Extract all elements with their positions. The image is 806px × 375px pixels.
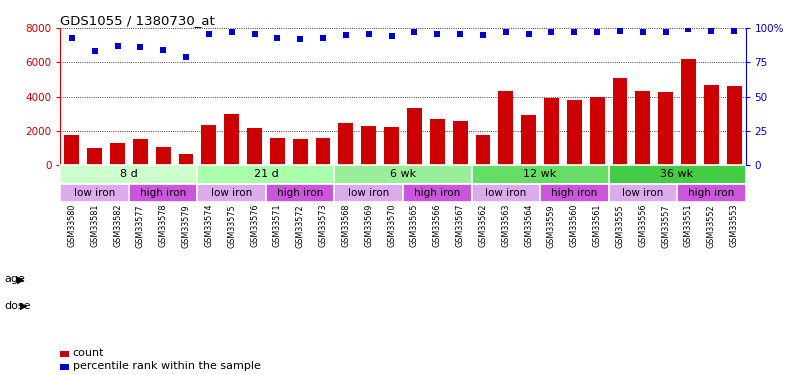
Text: count: count — [73, 348, 104, 358]
Bar — [453, 121, 467, 165]
Text: 6 wk: 6 wk — [390, 170, 416, 180]
Bar — [60, 184, 129, 203]
Point — [202, 31, 215, 37]
Bar — [224, 114, 239, 165]
Bar — [64, 135, 79, 165]
Bar — [609, 165, 746, 184]
Point — [591, 29, 604, 35]
Bar — [727, 86, 742, 165]
Bar — [613, 78, 627, 165]
Bar — [361, 126, 376, 165]
Point — [156, 47, 169, 53]
Bar — [87, 148, 102, 165]
Bar — [197, 165, 334, 184]
Text: 36 wk: 36 wk — [660, 170, 694, 180]
Bar — [677, 184, 746, 203]
Point — [454, 31, 467, 37]
Point — [111, 43, 124, 49]
Point — [682, 27, 695, 33]
Text: high iron: high iron — [551, 188, 597, 198]
Bar — [334, 184, 403, 203]
Text: 21 d: 21 d — [254, 170, 278, 180]
Text: low iron: low iron — [622, 188, 663, 198]
Point — [363, 31, 376, 37]
Point — [499, 29, 513, 35]
Point — [545, 29, 558, 35]
Bar — [384, 128, 399, 165]
Point — [88, 48, 101, 54]
Bar — [110, 143, 125, 165]
Bar — [179, 154, 193, 165]
Point — [637, 29, 650, 35]
Bar — [293, 139, 308, 165]
Bar — [403, 184, 472, 203]
Bar — [567, 100, 582, 165]
Point — [65, 35, 78, 41]
Text: dose: dose — [4, 301, 31, 310]
Text: 12 wk: 12 wk — [523, 170, 557, 180]
Text: percentile rank within the sample: percentile rank within the sample — [73, 362, 260, 371]
Bar — [270, 138, 285, 165]
Point — [385, 33, 398, 39]
Point — [728, 28, 741, 34]
Point — [522, 31, 535, 37]
Bar — [704, 85, 719, 165]
Bar — [476, 135, 490, 165]
Point — [248, 31, 261, 37]
Point — [225, 29, 239, 35]
Text: age: age — [4, 274, 25, 284]
Bar — [156, 147, 171, 165]
Bar — [544, 98, 559, 165]
Bar — [407, 108, 422, 165]
Bar — [659, 92, 673, 165]
Bar — [339, 123, 353, 165]
Text: GDS1055 / 1380730_at: GDS1055 / 1380730_at — [60, 14, 215, 27]
Point — [339, 32, 352, 38]
Bar — [202, 125, 216, 165]
Bar — [129, 184, 197, 203]
Point — [430, 31, 443, 37]
Point — [293, 36, 306, 42]
Point — [408, 29, 421, 35]
Point — [317, 35, 330, 41]
Point — [476, 32, 489, 38]
Point — [659, 29, 672, 35]
Text: 8 d: 8 d — [120, 170, 138, 180]
Bar — [430, 119, 445, 165]
Bar — [266, 184, 334, 203]
Text: low iron: low iron — [74, 188, 115, 198]
Text: high iron: high iron — [277, 188, 323, 198]
Bar — [247, 128, 262, 165]
Point — [704, 28, 717, 34]
Bar — [316, 138, 330, 165]
Text: high iron: high iron — [414, 188, 460, 198]
Bar — [133, 139, 147, 165]
Point — [567, 29, 580, 35]
Bar — [472, 165, 609, 184]
Bar — [681, 59, 696, 165]
Text: low iron: low iron — [485, 188, 526, 198]
Bar — [60, 165, 197, 184]
Point — [271, 35, 284, 41]
Text: low iron: low iron — [348, 188, 389, 198]
Bar — [498, 91, 513, 165]
Text: ▶: ▶ — [20, 301, 27, 310]
Bar — [540, 184, 609, 203]
Point — [134, 44, 147, 50]
Text: high iron: high iron — [140, 188, 186, 198]
Point — [180, 54, 193, 60]
Bar — [635, 92, 650, 165]
Bar — [197, 184, 266, 203]
Bar — [590, 98, 604, 165]
Bar — [334, 165, 472, 184]
Text: high iron: high iron — [688, 188, 734, 198]
Bar — [521, 115, 536, 165]
Text: low iron: low iron — [211, 188, 252, 198]
Text: ▶: ▶ — [17, 274, 24, 284]
Bar — [609, 184, 677, 203]
Bar — [472, 184, 540, 203]
Point — [613, 28, 626, 34]
